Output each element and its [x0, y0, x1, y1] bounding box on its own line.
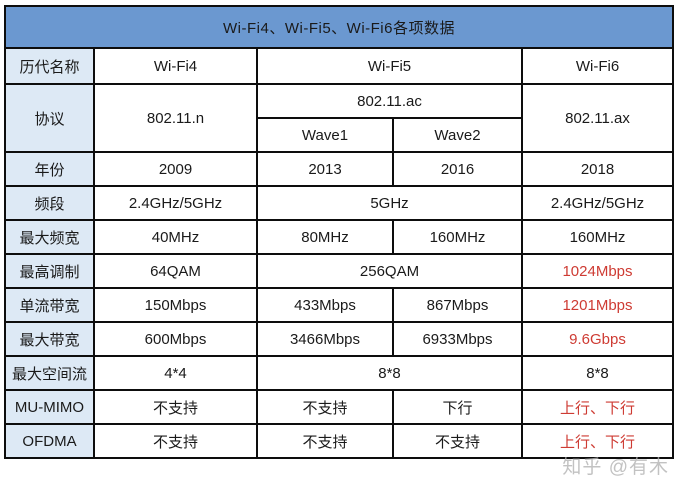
- row-modulation: 最高调制 64QAM 256QAM 1024Mbps: [4, 253, 675, 289]
- header-wifi6: Wi-Fi6: [520, 47, 675, 85]
- cell-maxbandwidth-wifi6: 9.6Gbps: [520, 321, 675, 357]
- row-label-band: 频段: [4, 185, 95, 221]
- wifi-comparison-table: Wi-Fi4、Wi-Fi5、Wi-Fi6各项数据 历代名称 Wi-Fi4 Wi-…: [3, 5, 675, 459]
- cell-maxbandwidth-wifi4: 600Mbps: [93, 321, 258, 357]
- cell-protocol-wave1: Wave1: [256, 117, 394, 153]
- cell-mumimo-wave1: 不支持: [256, 389, 394, 425]
- row-spatial-streams: 最大空间流 4*4 8*8 8*8: [4, 355, 675, 391]
- row-ofdma: OFDMA 不支持 不支持 不支持 上行、下行: [4, 423, 675, 459]
- cell-protocol-wifi4: 802.11.n: [93, 83, 258, 153]
- row-label-single-stream: 单流带宽: [4, 287, 95, 323]
- cell-mumimo-wifi6: 上行、下行: [520, 389, 675, 425]
- cell-modulation-wifi4: 64QAM: [93, 253, 258, 289]
- cell-ofdma-wave2: 不支持: [392, 423, 523, 459]
- row-label-protocol: 协议: [4, 83, 95, 153]
- header-wifi5: Wi-Fi5: [256, 47, 523, 85]
- cell-protocol-wave2: Wave2: [392, 117, 523, 153]
- row-label-max-bandwidth: 最大带宽: [4, 321, 95, 357]
- cell-year-wave2: 2016: [392, 151, 523, 187]
- cell-singlestream-wifi6: 1201Mbps: [520, 287, 675, 323]
- cell-band-wifi4: 2.4GHz/5GHz: [93, 185, 258, 221]
- row-protocol-waves: Wave1 Wave2: [5, 117, 673, 153]
- cell-singlestream-wave1: 433Mbps: [256, 287, 394, 323]
- cell-band-wifi5: 5GHz: [256, 185, 523, 221]
- cell-spatial-wifi4: 4*4: [93, 355, 258, 391]
- cell-mumimo-wifi4: 不支持: [93, 389, 258, 425]
- cell-maxwidth-wifi6: 160MHz: [520, 219, 675, 255]
- header-row: 历代名称 Wi-Fi4 Wi-Fi5 Wi-Fi6: [4, 47, 675, 85]
- cell-protocol-wifi6: 802.11.ax: [520, 83, 675, 153]
- header-wifi4: Wi-Fi4: [93, 47, 258, 85]
- cell-modulation-wifi5: 256QAM: [256, 253, 523, 289]
- row-label-year: 年份: [4, 151, 95, 187]
- cell-maxwidth-wave2: 160MHz: [392, 219, 523, 255]
- row-single-stream: 单流带宽 150Mbps 433Mbps 867Mbps 1201Mbps: [4, 287, 675, 323]
- row-protocol-top: 协议 802.11.n 802.11.ac 802.11.ax: [4, 83, 675, 153]
- cell-protocol-wifi5: 802.11.ac: [256, 83, 523, 119]
- cell-singlestream-wave2: 867Mbps: [392, 287, 523, 323]
- cell-maxwidth-wave1: 80MHz: [256, 219, 394, 255]
- cell-ofdma-wifi6: 上行、下行: [520, 423, 675, 459]
- cell-ofdma-wave1: 不支持: [256, 423, 394, 459]
- row-year: 年份 2009 2013 2016 2018: [4, 151, 675, 187]
- row-label-generation-name: 历代名称: [4, 47, 95, 85]
- row-label-spatial-streams: 最大空间流: [4, 355, 95, 391]
- row-label-max-channel-width: 最大频宽: [4, 219, 95, 255]
- row-mu-mimo: MU-MIMO 不支持 不支持 下行 上行、下行: [4, 389, 675, 425]
- cell-maxbandwidth-wave1: 3466Mbps: [256, 321, 394, 357]
- row-label-ofdma: OFDMA: [4, 423, 95, 459]
- cell-year-wifi6: 2018: [520, 151, 675, 187]
- row-max-bandwidth: 最大带宽 600Mbps 3466Mbps 6933Mbps 9.6Gbps: [4, 321, 675, 357]
- cell-singlestream-wifi4: 150Mbps: [93, 287, 258, 323]
- row-max-channel-width: 最大频宽 40MHz 80MHz 160MHz 160MHz: [4, 219, 675, 255]
- cell-spatial-wifi6: 8*8: [520, 355, 675, 391]
- cell-year-wave1: 2013: [256, 151, 394, 187]
- title-row: Wi-Fi4、Wi-Fi5、Wi-Fi6各项数据: [3, 5, 675, 49]
- table-title: Wi-Fi4、Wi-Fi5、Wi-Fi6各项数据: [3, 5, 675, 49]
- cell-band-wifi6: 2.4GHz/5GHz: [520, 185, 675, 221]
- cell-spatial-wifi5: 8*8: [256, 355, 523, 391]
- cell-modulation-wifi6: 1024Mbps: [520, 253, 675, 289]
- cell-year-wifi4: 2009: [93, 151, 258, 187]
- row-label-mu-mimo: MU-MIMO: [4, 389, 95, 425]
- cell-ofdma-wifi4: 不支持: [93, 423, 258, 459]
- row-band: 频段 2.4GHz/5GHz 5GHz 2.4GHz/5GHz: [4, 185, 675, 221]
- cell-mumimo-wave2: 下行: [392, 389, 523, 425]
- cell-maxbandwidth-wave2: 6933Mbps: [392, 321, 523, 357]
- row-label-modulation: 最高调制: [4, 253, 95, 289]
- cell-maxwidth-wifi4: 40MHz: [93, 219, 258, 255]
